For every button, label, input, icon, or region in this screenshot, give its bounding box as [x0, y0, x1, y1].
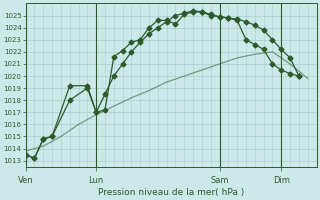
- X-axis label: Pression niveau de la mer( hPa ): Pression niveau de la mer( hPa ): [98, 188, 244, 197]
